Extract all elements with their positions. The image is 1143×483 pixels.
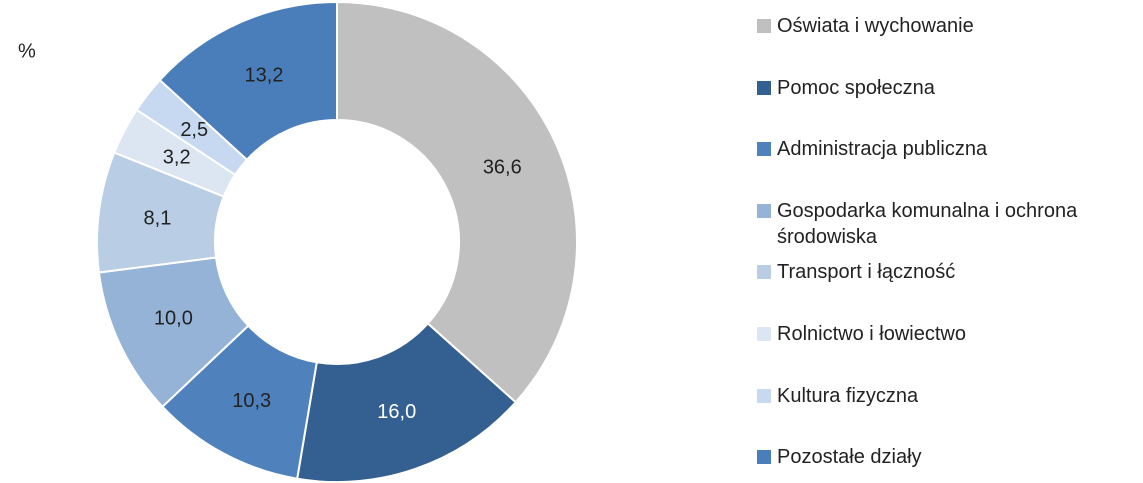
legend-swatch [757,142,771,157]
legend-label: Administracja publiczna [777,138,988,161]
legend-swatch [757,19,771,33]
data-label: 36,6 [483,157,522,179]
data-label: 10,3 [232,390,271,412]
donut-slice [158,0,338,162]
legend-swatch [757,265,771,280]
data-label: 10,0 [154,308,193,330]
legend-label: Gospodarka komunalna i ochrona środowisk… [777,199,1078,248]
legend-swatch [757,327,771,341]
legend-label: Pozostałe działy [777,446,922,469]
legend-item: Pomoc społeczna [757,75,1137,101]
data-label: 2,5 [180,119,208,141]
legend-item: Pozostałe działy [757,444,1137,470]
legend-item: Transport i łączność [757,259,1137,285]
legend-label: Pomoc społeczna [777,76,935,99]
legend-swatch [757,450,771,465]
legend-label: Kultura fizyczna [777,384,919,407]
donut-slice [296,322,518,483]
legend-item: Rolnictwo i łowiectwo [757,321,1137,347]
legend-item: Gospodarka komunalna i ochrona środowisk… [757,198,1137,250]
legend-label: Rolnictwo i łowiectwo [777,323,966,345]
legend-swatch [757,203,771,218]
legend-item: Oświata i wychowanie [757,13,1137,39]
data-label: 16,0 [377,401,416,423]
legend-label: Transport i łączność [777,261,956,284]
data-label: 3,2 [163,146,191,168]
legend-item: Administracja publiczna [757,136,1137,162]
legend-swatch [757,80,771,95]
donut-slice [336,0,578,404]
legend-item: Kultura fizyczna [757,383,1137,409]
data-label: 13,2 [245,65,284,87]
legend-label: Oświata i wychowanie [777,15,974,37]
data-label: 8,1 [144,207,172,229]
unit-label: % [18,40,36,62]
legend-swatch [757,388,771,403]
